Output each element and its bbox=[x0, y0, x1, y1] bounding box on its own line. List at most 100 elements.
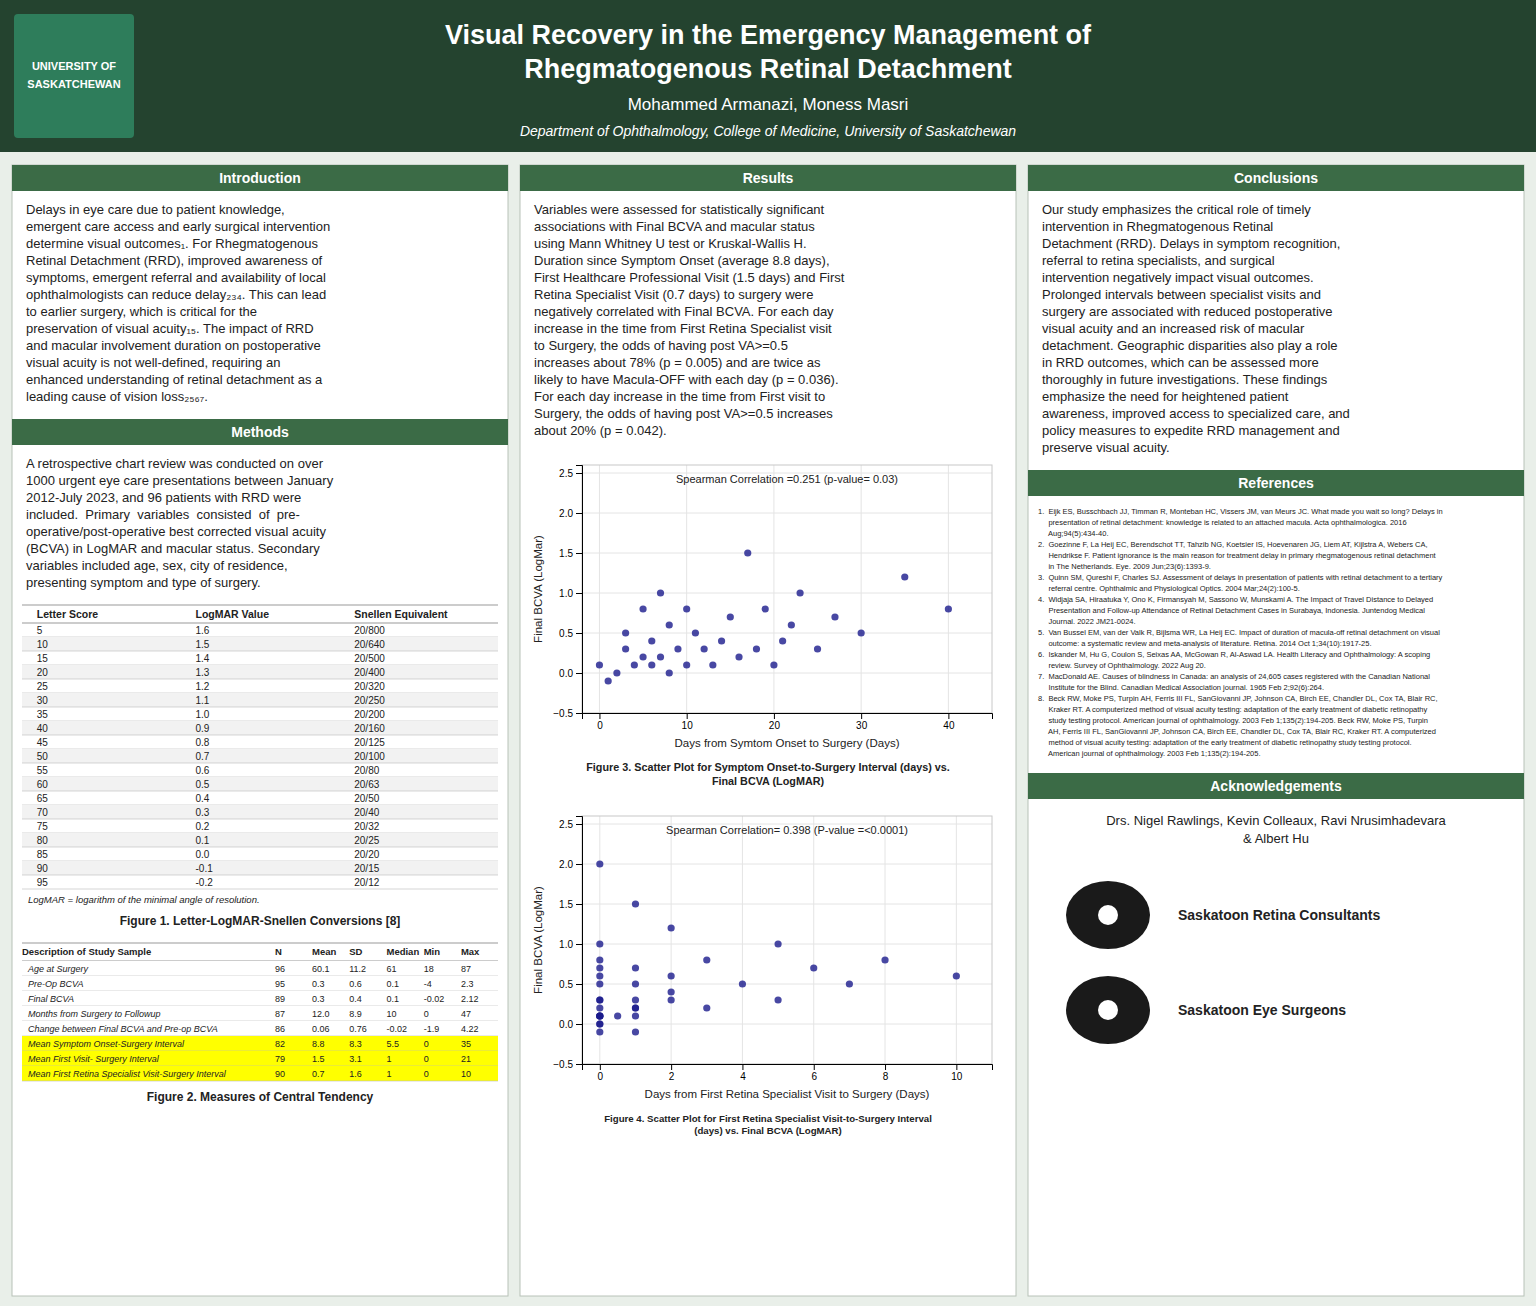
section-body: Our study emphasizes the critical role o… bbox=[1042, 202, 1350, 455]
table-cell: 0 bbox=[424, 1054, 429, 1064]
table-cell: Mean First Retina Specialist Visit-Surge… bbox=[28, 1069, 227, 1079]
body-line: Delays in eye care due to patient knowle… bbox=[26, 202, 285, 217]
table-cell: -4 bbox=[424, 979, 432, 989]
table-rule bbox=[22, 651, 498, 652]
grid-line bbox=[956, 816, 957, 1064]
table-row-background bbox=[22, 721, 498, 735]
tick-mark bbox=[687, 713, 688, 719]
grid-line bbox=[582, 553, 992, 554]
y-tick: 0.5 bbox=[559, 628, 582, 639]
table-cell: 0.7 bbox=[196, 751, 210, 762]
table-cell: 0.7 bbox=[312, 1069, 325, 1079]
table-cell: 75 bbox=[37, 821, 49, 832]
table-cell: 20/32 bbox=[354, 821, 379, 832]
table-rule bbox=[22, 679, 498, 680]
body-line: Aug;94(5):434-40. bbox=[1038, 529, 1108, 538]
table-cell: 20/640 bbox=[354, 639, 385, 650]
table-rule bbox=[22, 623, 498, 624]
point bbox=[727, 613, 734, 620]
department: Department of Ophthalmology, College of … bbox=[520, 123, 1016, 139]
table-rule bbox=[22, 763, 498, 764]
table-cell: 20/20 bbox=[354, 849, 379, 860]
section-body: Delays in eye care due to patient knowle… bbox=[26, 202, 330, 404]
body-line: Duration since Symptom Onset (average 8.… bbox=[534, 253, 830, 268]
tick-mark bbox=[576, 473, 582, 474]
text-line: Final BCVA (LogMAR) bbox=[712, 775, 825, 787]
body-line: Surgery, the odds of having post VA>=0.5… bbox=[534, 406, 833, 421]
point bbox=[762, 605, 769, 612]
body-line: visual acuity is not well-defined, requi… bbox=[26, 355, 280, 370]
tick-label: 0.5 bbox=[559, 628, 573, 639]
table-cell: 0.3 bbox=[312, 994, 325, 1004]
body-line: 1000 urgent eye care presentations betwe… bbox=[26, 473, 334, 488]
body-line: American journal of ophthalmology. 2003 … bbox=[1038, 749, 1261, 758]
body-line: Retinal Detachment (RRD), improved aware… bbox=[26, 253, 323, 268]
point bbox=[596, 1028, 603, 1035]
tick-label: 2.0 bbox=[559, 859, 573, 870]
point bbox=[596, 1020, 603, 1027]
logo-text: SASKATCHEWAN bbox=[27, 78, 120, 90]
tick-mark bbox=[576, 944, 582, 945]
table-cell: 20/800 bbox=[354, 625, 385, 636]
logo-pupil bbox=[1098, 1000, 1118, 1020]
y-axis: −0.50.00.51.01.52.02.5 bbox=[553, 466, 582, 719]
table-column-heading: SD bbox=[349, 946, 362, 957]
grid-line bbox=[813, 816, 814, 1064]
section-header-bar bbox=[12, 165, 508, 191]
tick-label: 1.5 bbox=[559, 548, 573, 559]
table-cell: 0.6 bbox=[196, 765, 210, 776]
table-cell: 20/40 bbox=[354, 807, 379, 818]
point bbox=[831, 613, 838, 620]
section-header-bar bbox=[1028, 773, 1524, 799]
x-tick: 10 bbox=[682, 713, 694, 731]
y-tick: 1.5 bbox=[559, 899, 582, 910]
grid-line bbox=[742, 816, 743, 1064]
body-line: thoroughly in future investigations. The… bbox=[1042, 372, 1328, 387]
table-header: Letter ScoreLogMAR ValueSnellen Equivale… bbox=[37, 608, 448, 620]
tick-label: 40 bbox=[943, 720, 955, 731]
table-cell: 21 bbox=[461, 1054, 471, 1064]
table-rule bbox=[22, 707, 498, 708]
tick-mark bbox=[814, 1064, 815, 1070]
point bbox=[674, 645, 681, 652]
table-cell: -0.02 bbox=[386, 1024, 407, 1034]
grid bbox=[582, 816, 992, 1064]
caption: Figure 4. Scatter Plot for First Retina … bbox=[604, 1113, 932, 1136]
section-header-bar bbox=[1028, 165, 1524, 191]
table-cell: 20/250 bbox=[354, 695, 385, 706]
table-row-background bbox=[22, 1021, 498, 1036]
point bbox=[739, 980, 746, 987]
grid-line bbox=[582, 513, 992, 514]
section-heading: Introduction bbox=[219, 170, 301, 186]
grid-line bbox=[948, 465, 949, 713]
table-cell: 5 bbox=[37, 625, 43, 636]
y-tick: 2.5 bbox=[559, 468, 582, 479]
tick-mark bbox=[948, 713, 949, 719]
table-cell: 20/320 bbox=[354, 681, 385, 692]
tick-label: 0 bbox=[598, 1071, 604, 1082]
tick-label: 1.5 bbox=[559, 899, 573, 910]
tick-label: 0.0 bbox=[559, 668, 573, 679]
body-line: symptoms, emergent referral and availabi… bbox=[26, 270, 326, 285]
tick-label: −0.5 bbox=[553, 1059, 573, 1070]
caption: Figure 2. Measures of Central Tendency bbox=[147, 1090, 374, 1104]
table-cell: 1.1 bbox=[196, 695, 210, 706]
table-row-background bbox=[22, 991, 498, 1006]
table-cell: 20/25 bbox=[354, 835, 379, 846]
table-cell: 20/50 bbox=[354, 793, 379, 804]
table-cell: 2.3 bbox=[461, 979, 474, 989]
table-cell: 95 bbox=[37, 877, 49, 888]
y-axis-title: Final BCVA (LogMar) bbox=[532, 886, 544, 994]
logo-pupil bbox=[1098, 905, 1118, 925]
body-line: surgery are associated with reduced post… bbox=[1042, 304, 1333, 319]
table-cell: 65 bbox=[37, 793, 49, 804]
table-cell: 0.8 bbox=[196, 737, 210, 748]
body-line: in RRD outcomes, which can be assessed m… bbox=[1042, 355, 1319, 370]
table-cell: -0.1 bbox=[196, 863, 214, 874]
body-line: 2012-July 2023, and 96 patients with RRD… bbox=[26, 490, 301, 505]
body-line: 8. Beck RW, Moke PS, Turpin AH, Ferris I… bbox=[1038, 694, 1438, 703]
body-line: leading cause of vision loss₂₅₆₇. bbox=[26, 389, 208, 404]
point bbox=[774, 996, 781, 1003]
point bbox=[632, 1004, 639, 1011]
table-cell: 20/200 bbox=[354, 709, 385, 720]
